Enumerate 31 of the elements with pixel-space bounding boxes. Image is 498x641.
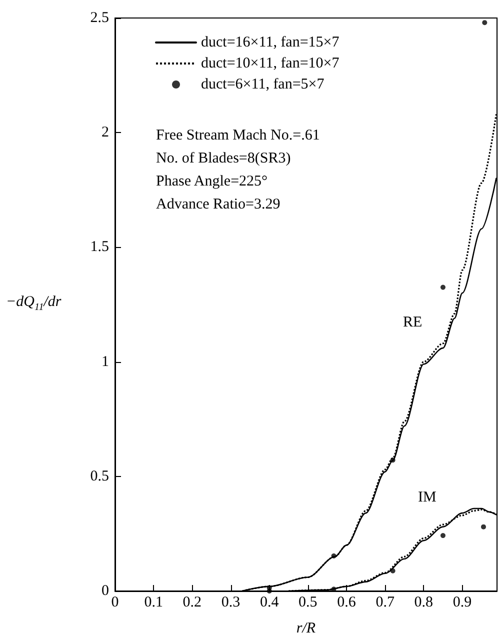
point bbox=[440, 533, 446, 538]
y-axis-title: −dQ$_{11}$/dr bbox=[6, 294, 62, 313]
x-axis-title: r/R bbox=[296, 620, 316, 636]
point bbox=[440, 284, 446, 290]
x-tick-label: 0.1 bbox=[144, 594, 163, 610]
x-tick-label: 0.2 bbox=[182, 594, 202, 610]
y-tick-label: 1 bbox=[102, 354, 109, 370]
y-tick-label: 1.5 bbox=[90, 239, 109, 256]
point bbox=[481, 524, 486, 530]
annotation: Phase Angle=225° bbox=[156, 174, 268, 190]
y-tick-label: 0.5 bbox=[90, 468, 109, 484]
legend-label: duct=6×11, fan=5×7 bbox=[201, 76, 325, 92]
annotation: RE bbox=[403, 314, 422, 330]
legend-label: duct=16×11, fan=15×7 bbox=[201, 34, 340, 50]
y-tick-label: 2 bbox=[102, 124, 109, 141]
point bbox=[266, 588, 272, 594]
y-tick-label: 0 bbox=[102, 583, 109, 599]
annotation: No. of Blades=8(SR3) bbox=[156, 150, 291, 166]
annotation: IM bbox=[418, 490, 436, 506]
annotation: Advance Ratio=3.29 bbox=[156, 196, 280, 212]
y-tick-label: 2.5 bbox=[90, 10, 109, 26]
x-tick-label: 0.8 bbox=[414, 594, 434, 610]
x-tick-label: 0.6 bbox=[337, 594, 356, 610]
annotation: Free Stream Mach No.=.61 bbox=[156, 128, 320, 144]
x-tick-label: 0.4 bbox=[260, 594, 280, 610]
legend-label: duct=10×11, fan=10×7 bbox=[201, 56, 340, 72]
x-tick-label: 0.7 bbox=[376, 594, 395, 610]
point bbox=[482, 20, 488, 26]
x-tick-label: 0.9 bbox=[452, 594, 472, 610]
x-tick-label: 0.3 bbox=[221, 594, 240, 610]
x-tick-label: 0.5 bbox=[298, 594, 318, 610]
